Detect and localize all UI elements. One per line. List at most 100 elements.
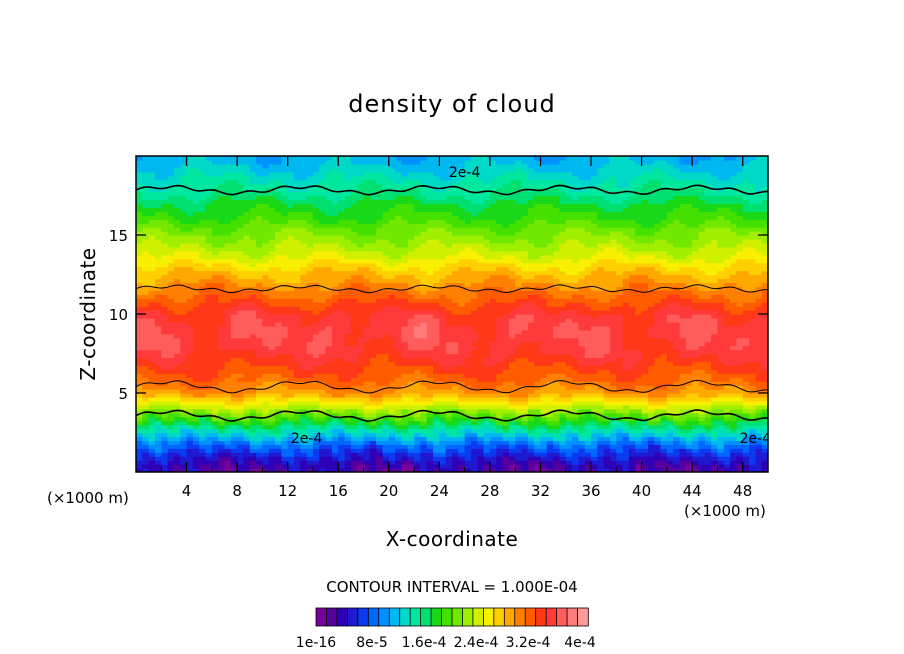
heat-cell [546,314,554,319]
heat-cell [256,400,263,406]
heat-cell [654,365,662,370]
heat-cell [325,306,333,311]
heat-cell [142,432,150,438]
heat-cell [325,317,333,323]
heat-cell [622,333,630,339]
heat-cell [641,298,649,303]
heat-cell [521,373,529,378]
heat-cell [616,428,624,434]
heat-cell [565,298,573,303]
heat-cell [357,396,365,402]
heat-cell [136,274,143,280]
heat-cell [641,428,649,434]
heat-cell [369,298,377,303]
heat-cell [401,333,409,339]
heat-cell [338,290,346,295]
heat-cell [363,448,371,453]
heat-cell [654,314,662,319]
heat-cell [275,452,282,457]
heat-cell [470,464,478,469]
heat-cell [553,456,561,461]
heat-cell [647,381,655,386]
heat-cell [698,456,706,461]
heat-cell [515,286,523,291]
heat-cell [578,345,586,351]
heat-cell [685,448,693,453]
heat-cell [426,353,434,359]
heat-cell [616,385,624,390]
heat-cell [496,321,504,327]
heat-cell [256,396,263,402]
heat-cell [660,349,668,355]
heat-cell [540,353,548,359]
heat-cell [294,333,301,339]
heat-cell [673,381,681,386]
heat-cell [376,353,384,359]
heat-cell [603,298,611,303]
heat-cell [584,420,592,426]
heat-cell [559,294,567,299]
heat-cell [730,381,737,386]
heat-cell [363,321,371,327]
heat-cell [426,317,434,323]
heat-cell [363,416,371,422]
heat-cell [275,294,282,299]
heat-cell [597,424,605,430]
heat-cell [180,428,188,434]
heat-cell [243,306,251,311]
heat-cell [711,468,719,472]
heat-cell [243,361,251,366]
heat-cell [161,310,169,315]
heat-cell [628,460,636,465]
heat-cell [350,385,358,390]
heat-cell [477,282,485,287]
heat-cell [173,440,181,445]
heat-cell [445,349,453,355]
heat-cell [262,381,270,386]
heat-cell [628,361,636,366]
heat-cell [597,333,605,339]
heat-cell [704,404,712,410]
heat-cell [154,412,162,418]
heat-cell [723,369,731,374]
heat-cell [761,381,768,386]
heat-cell [161,286,169,291]
heat-cell [628,278,636,283]
heat-cell [584,408,592,414]
heat-cell [521,306,529,311]
heat-cell [136,393,143,398]
heat-cell [622,306,630,311]
heat-cell [597,400,605,406]
heat-cell [173,464,181,469]
heat-cell [249,373,257,378]
heat-cell [477,412,485,418]
heat-cell [755,385,763,390]
heat-cell [237,357,245,362]
heat-cell [445,373,453,378]
heat-cell [369,448,377,453]
heat-cell [256,468,263,472]
heat-cell [407,294,415,299]
heat-cell [331,389,339,394]
heat-cell [742,329,750,335]
heat-cell [458,365,466,370]
heat-cell [414,444,421,449]
heat-cell [641,460,649,465]
heat-cell [641,345,649,351]
heat-cell [749,436,756,441]
heat-cell [521,310,529,315]
heat-cell [597,385,605,390]
heat-cell [641,341,649,347]
heat-cell [154,337,162,343]
heat-cell [186,428,194,434]
heat-cell [294,373,301,378]
heat-cell [755,420,763,426]
heat-cell [142,298,150,303]
heat-cell [167,385,175,390]
heat-cell [458,432,466,438]
heat-cell [148,448,156,453]
heat-cell [622,274,630,280]
heat-cell [496,329,504,335]
heat-cell [262,353,270,359]
heat-cell [262,329,270,335]
